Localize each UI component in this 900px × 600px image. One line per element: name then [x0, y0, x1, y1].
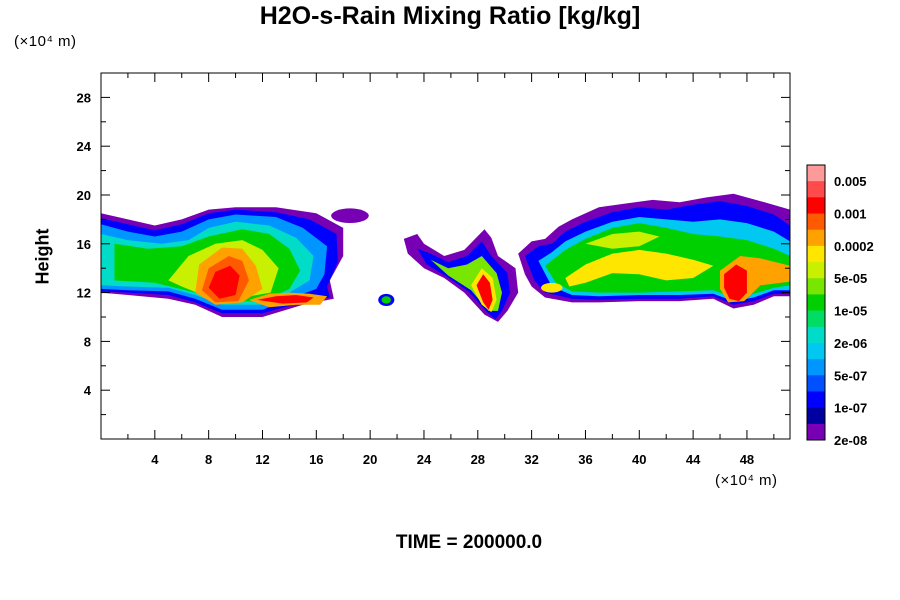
colorbar-swatch — [807, 213, 825, 231]
rain-core-west — [257, 295, 314, 304]
colorbar-label: 2e-08 — [834, 433, 867, 448]
colorbar-swatch — [807, 359, 825, 376]
time-label: TIME = 200000.0 — [395, 532, 543, 553]
colorbar-label: 0.005 — [834, 174, 867, 189]
colorbar-swatch — [807, 245, 825, 263]
rain-band-east — [585, 231, 660, 249]
colorbar-swatch — [807, 326, 825, 344]
colorbar-label: 1e-05 — [834, 304, 867, 319]
x-tick-label: 12 — [255, 452, 269, 467]
contour-field — [101, 193, 790, 322]
x-tick-label: 32 — [524, 452, 538, 467]
colorbar: 0.005 0.001 0.0002 5e-05 1e-05 2e-06 5e-07 1e-0… — [806, 164, 874, 448]
y-tick-label: 28 — [77, 90, 91, 105]
colorbar-swatch — [807, 423, 825, 441]
plot-frame — [100, 72, 791, 440]
colorbar-swatch — [807, 262, 825, 279]
colorbar-swatch — [807, 294, 825, 312]
colorbar-swatch — [807, 407, 825, 425]
colorbar-label: 0.0002 — [834, 239, 874, 254]
colorbar-swatch — [807, 229, 825, 247]
x-tick-label: 48 — [740, 452, 754, 467]
colorbar-swatch — [807, 181, 825, 198]
colorbar-swatch — [807, 391, 825, 409]
x-tick-label: 4 — [151, 452, 159, 467]
y-axis-multiplier: (×10⁴ m) — [14, 33, 77, 50]
y-tick-label: 16 — [77, 237, 91, 252]
colorbar-label: 5e-07 — [834, 368, 867, 383]
y-tick-label: 8 — [84, 334, 91, 349]
x-tick-label: 44 — [686, 452, 701, 467]
x-tick-label: 16 — [309, 452, 323, 467]
x-axis-multiplier: (×10⁴ m) — [715, 472, 778, 489]
rain-core-east — [724, 264, 747, 302]
x-tick-label: 40 — [632, 452, 646, 467]
x-tick-label: 28 — [471, 452, 485, 467]
chart-title: H2O-s-Rain Mixing Ratio [kg/kg] — [259, 2, 641, 30]
y-tick-label: 24 — [77, 139, 92, 154]
central-core — [476, 274, 493, 310]
y-tick-label: 20 — [77, 188, 91, 203]
y-tick-label: 4 — [84, 383, 92, 398]
colorbar-label: 0.001 — [834, 207, 867, 222]
colorbar-label: 2e-06 — [834, 336, 867, 351]
x-tick-label: 20 — [363, 452, 377, 467]
colorbar-swatch — [807, 310, 825, 328]
colorbar-label: 5e-05 — [834, 271, 867, 286]
x-tick-label: 8 — [205, 452, 212, 467]
colorbar-swatch — [807, 375, 825, 392]
x-tick-label: 24 — [417, 452, 432, 467]
colorbar-swatch — [807, 278, 825, 295]
colorbar-swatch — [807, 165, 825, 182]
rain-band-east — [541, 282, 563, 293]
rain-core-west — [208, 265, 240, 299]
anvil-west — [331, 208, 369, 224]
colorbar-swatch — [807, 197, 825, 215]
y-tick-label: 12 — [77, 286, 91, 301]
colorbar-swatch — [807, 342, 825, 360]
rain-band-east — [565, 249, 714, 287]
colorbar-label: 1e-07 — [834, 401, 867, 416]
colorbar-frame — [806, 164, 826, 441]
small-cell — [381, 296, 391, 304]
x-tick-label: 36 — [578, 452, 592, 467]
